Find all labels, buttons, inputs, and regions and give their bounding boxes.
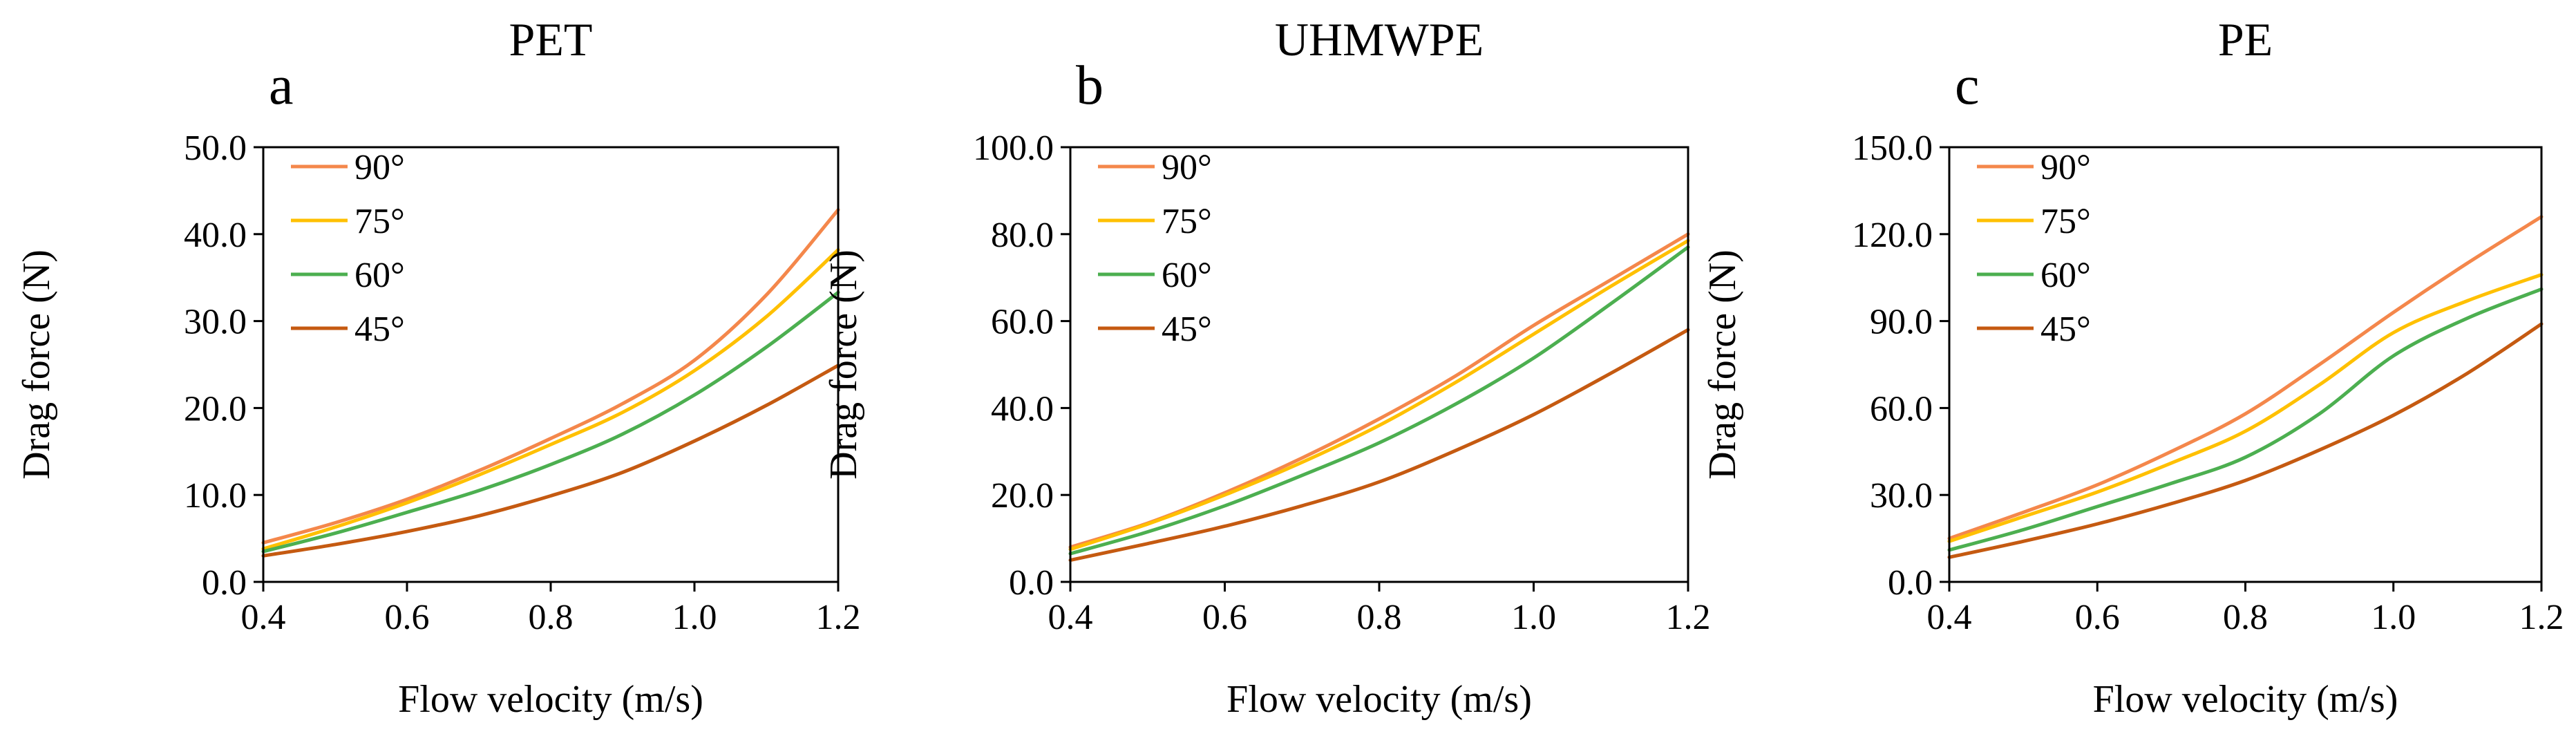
- legend-label: 75°: [2040, 202, 2091, 241]
- x-tick-label: 0.6: [1202, 598, 1247, 637]
- series-line-45-deg: [1068, 328, 1690, 563]
- x-axis-label: Flow velocity (m/s): [2093, 678, 2398, 721]
- legend-label: 45°: [1162, 310, 1212, 349]
- x-tick-label: 0.6: [385, 598, 430, 637]
- y-tick-label: 50.0: [184, 129, 247, 168]
- y-tick-label: 150.0: [1852, 129, 1933, 168]
- series-line-45-deg: [261, 364, 840, 558]
- legend-label: 90°: [354, 148, 405, 187]
- panel-letter: a: [269, 55, 294, 116]
- x-tick-label: 0.8: [1357, 598, 1402, 637]
- chart-panel-b: UHMWPE b 0.4 0.6 0.8 1.0 1.2 0.0 20.0 40.0 60.0 80.…: [822, 13, 1711, 721]
- legend: 90° 75° 60° 45°: [1098, 148, 1212, 349]
- y-tick-label: 100.0: [973, 129, 1054, 168]
- series-line-60-deg: [1947, 287, 2544, 552]
- series-line-60-deg: [261, 290, 840, 554]
- y-tick-label: 60.0: [991, 303, 1054, 342]
- y-tick-label: 0.0: [202, 563, 247, 603]
- chart-panel-a: PET a 0.4 0.6 0.8 1.0 1.2 0.0 10.0 20.0 30.0 40.0 50…: [15, 13, 861, 721]
- legend-label: 75°: [1162, 202, 1212, 241]
- x-tick-label: 0.8: [2223, 598, 2268, 637]
- y-tick-label: 80.0: [991, 216, 1054, 255]
- x-tick-label: 0.4: [1927, 598, 1972, 637]
- y-tick-label: 20.0: [184, 389, 247, 428]
- x-tick-label: 1.2: [2519, 598, 2564, 637]
- legend-label: 60°: [354, 256, 405, 295]
- legend-label: 60°: [1162, 256, 1212, 295]
- series-line-75-deg: [1947, 273, 2544, 543]
- series-line-45-deg: [1947, 322, 2544, 559]
- legend-label: 90°: [1162, 148, 1212, 187]
- chart-panels: PET a 0.4 0.6 0.8 1.0 1.2 0.0 10.0 20.0 30.0 40.0 50…: [15, 13, 2564, 721]
- x-tick-label: 1.2: [816, 598, 861, 637]
- legend-label: 75°: [354, 202, 405, 241]
- chart-title: UHMWPE: [1275, 13, 1484, 66]
- y-tick-label: 20.0: [991, 476, 1054, 516]
- panel-letter: b: [1076, 55, 1104, 116]
- x-tick-label: 1.0: [1511, 598, 1556, 637]
- y-tick-label: 30.0: [1870, 476, 1933, 516]
- y-axis-label: Drag force (N): [1701, 249, 1744, 480]
- x-tick-label: 0.6: [2075, 598, 2120, 637]
- chart-title: PET: [509, 13, 593, 66]
- x-tick-label: 1.0: [672, 598, 717, 637]
- legend: 90° 75° 60° 45°: [291, 148, 405, 349]
- legend-label: 90°: [2040, 148, 2091, 187]
- x-tick-label: 0.8: [529, 598, 574, 637]
- x-tick-label: 0.4: [1048, 598, 1093, 637]
- y-tick-label: 0.0: [1888, 563, 1933, 603]
- y-tick-label: 30.0: [184, 303, 247, 342]
- y-tick-label: 60.0: [1870, 389, 1933, 428]
- y-tick-label: 120.0: [1852, 216, 1933, 255]
- legend-label: 45°: [354, 310, 405, 349]
- legend-label: 60°: [2040, 256, 2091, 295]
- legend-label: 45°: [2040, 310, 2091, 349]
- y-tick-label: 10.0: [184, 476, 247, 516]
- series-line-75-deg: [1068, 238, 1690, 551]
- legend: 90° 75° 60° 45°: [1977, 148, 2091, 349]
- series-line-75-deg: [261, 247, 840, 551]
- panel-letter: c: [1955, 55, 1980, 116]
- x-axis-label: Flow velocity (m/s): [398, 678, 703, 721]
- y-axis-label: Drag force (N): [15, 249, 58, 480]
- x-tick-label: 1.2: [1666, 598, 1711, 637]
- series-line-60-deg: [1068, 245, 1690, 556]
- x-axis-label: Flow velocity (m/s): [1227, 678, 1532, 721]
- series-line-90-deg: [1947, 215, 2544, 540]
- x-tick-label: 1.0: [2371, 598, 2416, 637]
- chart-panel-c: PE c 0.4 0.6 0.8 1.0 1.2 0.0 30.0 60.0 90.0 120.0 15…: [1701, 13, 2564, 721]
- series-line-90-deg: [261, 208, 840, 545]
- y-tick-label: 40.0: [184, 216, 247, 255]
- y-tick-label: 0.0: [1009, 563, 1054, 603]
- y-tick-label: 90.0: [1870, 303, 1933, 342]
- plot-frame: [1948, 146, 2543, 583]
- y-tick-label: 40.0: [991, 389, 1054, 428]
- x-tick-label: 0.4: [241, 598, 286, 637]
- y-axis-label: Drag force (N): [822, 249, 865, 480]
- chart-title: PE: [2218, 13, 2273, 66]
